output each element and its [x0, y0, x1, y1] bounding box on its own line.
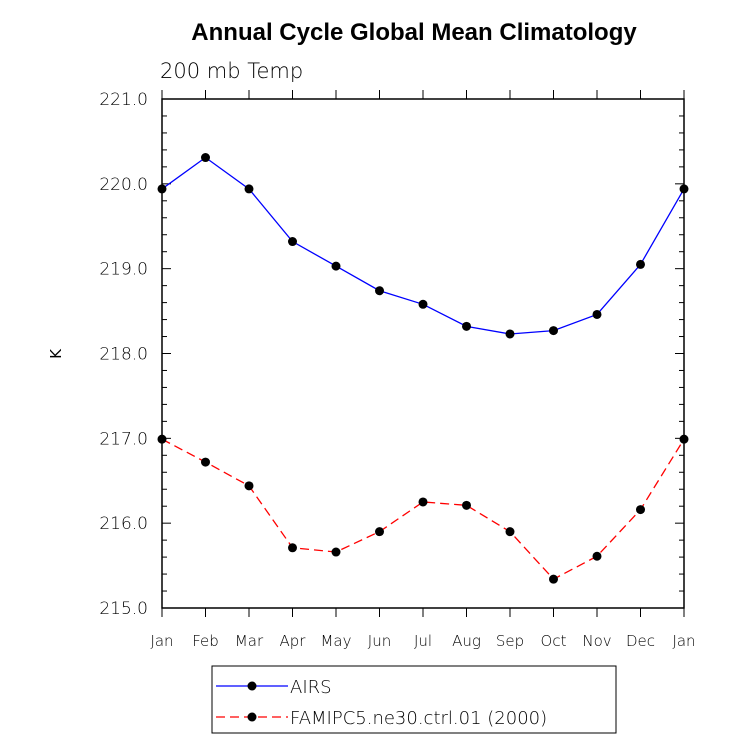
- y-tick-label: 217.0: [99, 429, 148, 449]
- data-point: [636, 259, 645, 269]
- data-point: [201, 457, 210, 467]
- x-tick-label: Jan: [672, 632, 695, 650]
- x-tick-label: Sep: [496, 632, 524, 650]
- x-tick-label: Apr: [280, 632, 307, 650]
- legend-marker-famipc5: [247, 712, 257, 722]
- chart-subtitle: 200 mb Temp: [160, 59, 303, 83]
- y-tick-label: 215.0: [99, 599, 148, 619]
- data-point: [201, 153, 210, 163]
- data-point: [592, 309, 602, 319]
- data-point: [505, 527, 515, 537]
- x-tick-label: Jul: [414, 632, 432, 650]
- x-tick-label: Jan: [150, 632, 173, 650]
- y-axis-ticks: 215.0 216.0 217.0 218.0 219.0 220.0 221.0: [99, 90, 684, 619]
- data-point: [331, 261, 341, 271]
- data-point: [375, 286, 384, 296]
- legend-item-airs: AIRS: [216, 677, 332, 698]
- legend-marker-airs: [247, 681, 257, 691]
- y-tick-label: 220.0: [99, 175, 148, 195]
- data-point: [462, 321, 471, 331]
- x-tick-label: Dec: [626, 632, 655, 650]
- x-tick-label: Nov: [582, 632, 611, 650]
- chart-title: Annual Cycle Global Mean Climatology: [191, 19, 637, 46]
- x-tick-label: Aug: [452, 632, 481, 650]
- plot-frame: [161, 98, 685, 609]
- y-tick-label: 219.0: [99, 260, 148, 280]
- x-tick-label: Feb: [192, 632, 219, 650]
- legend-item-famipc5: FAMIPC5.ne30.ctrl.01 (2000): [216, 708, 547, 729]
- data-point: [592, 551, 602, 561]
- data-point: [375, 527, 384, 537]
- data-point: [288, 237, 297, 247]
- data-point: [505, 329, 515, 339]
- data-point: [462, 500, 471, 510]
- x-tick-label: May: [320, 632, 351, 650]
- data-point: [288, 543, 297, 553]
- data-point: [636, 505, 645, 515]
- x-tick-label: Oct: [541, 632, 567, 650]
- data-point: [244, 481, 254, 491]
- data-point: [418, 497, 428, 507]
- data-point: [549, 574, 558, 584]
- data-point: [549, 326, 558, 336]
- x-axis-ticks: Jan Feb Mar Apr May Jun Jul Aug Sep Oct Nov Dec Jan: [150, 90, 696, 650]
- y-tick-label: 218.0: [99, 345, 148, 365]
- legend-label-famipc5: FAMIPC5.ne30.ctrl.01 (2000): [290, 708, 547, 729]
- y-tick-label: 216.0: [99, 514, 148, 534]
- series-line-famipc5: [161, 438, 685, 580]
- legend-box: [211, 665, 617, 734]
- data-point: [418, 299, 428, 309]
- x-tick-label: Jun: [368, 632, 391, 650]
- data-point: [331, 547, 341, 557]
- data-point: [244, 184, 254, 194]
- chart-series: [157, 153, 689, 584]
- legend-label-airs: AIRS: [290, 677, 332, 698]
- x-tick-label: Mar: [235, 632, 264, 650]
- legend: AIRS FAMIPC5.ne30.ctrl.01 (2000): [211, 665, 617, 734]
- y-tick-label: 221.0: [99, 90, 148, 110]
- y-axis-label: K: [47, 348, 65, 359]
